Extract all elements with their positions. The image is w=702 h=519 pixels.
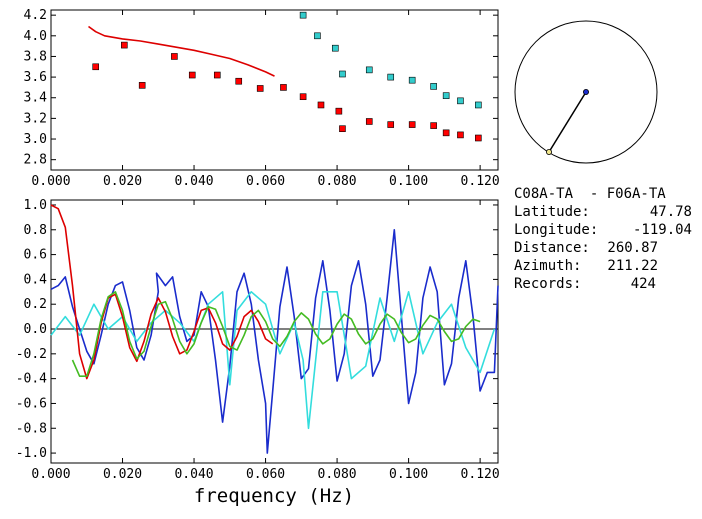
y-tick-label: 2.8 — [24, 153, 47, 168]
y-tick-label: -0.8 — [16, 421, 47, 436]
series-line-0 — [50, 229, 499, 454]
x-tick-label: 0.040 — [174, 174, 213, 189]
y-tick-label: 3.6 — [24, 70, 47, 85]
data-point-1 — [430, 83, 437, 90]
y-tick-label: 0.2 — [24, 297, 47, 312]
data-point-1 — [387, 73, 395, 81]
series-line-2 — [50, 204, 274, 380]
y-tick-label: -0.2 — [16, 347, 47, 362]
data-point-0 — [387, 121, 395, 128]
y-tick-label: 1.0 — [24, 198, 47, 213]
data-point-0 — [121, 41, 128, 49]
data-point-0 — [235, 77, 243, 85]
distance-row: Distance: 260.87 — [514, 240, 658, 256]
y-tick-label: 0.6 — [24, 248, 47, 263]
x-tick-label: 0.100 — [389, 174, 428, 189]
y-tick-label: 0.8 — [24, 223, 47, 238]
y-tick-label: 3.4 — [24, 91, 48, 106]
x-tick-label: 0.120 — [461, 467, 500, 482]
x-tick-label: 0.000 — [31, 174, 70, 189]
y-tick-label: -1.0 — [16, 446, 47, 461]
data-point-1 — [475, 101, 482, 109]
data-point-1 — [339, 70, 346, 78]
map-inset — [514, 20, 658, 164]
data-point-1 — [457, 97, 464, 105]
data-point-0 — [442, 129, 450, 137]
bottom-plot: 0.000 0.020 0.040 0.060 0.080 0.100 0.120 1.0 0.… — [16, 198, 500, 482]
data-point-1 — [314, 32, 321, 40]
data-point-0 — [317, 101, 325, 109]
data-point-0 — [408, 121, 416, 128]
data-point-1 — [442, 92, 450, 99]
data-point-0 — [430, 122, 437, 129]
data-point-0 — [280, 84, 287, 91]
data-point-0 — [339, 125, 346, 133]
y-tick-label: -0.4 — [16, 372, 47, 387]
y-tick-label: 3.8 — [24, 49, 47, 64]
station-info-panel: C08A-TA - F06A-TA Latitude: 47.78 Longitu… — [514, 185, 692, 293]
x-tick-label: 0.100 — [389, 467, 428, 482]
data-point-0 — [92, 63, 99, 71]
x-tick-label: 0.060 — [246, 467, 285, 482]
data-point-0 — [299, 93, 307, 101]
x-tick-label: 0.020 — [103, 467, 142, 482]
data-point-0 — [335, 107, 343, 115]
x-tick-label: 0.060 — [246, 174, 285, 189]
x-tick-label: 0.020 — [103, 174, 142, 189]
data-point-0 — [188, 71, 196, 79]
y-tick-label: 0.4 — [24, 272, 48, 287]
y-tick-label: 0.0 — [24, 322, 47, 337]
y-tick-label: 4.0 — [24, 29, 47, 44]
data-point-0 — [475, 134, 482, 142]
series-line-1 — [50, 290, 496, 430]
y-tick-label: 4.2 — [24, 8, 47, 23]
y-tick-label: 3.0 — [24, 132, 47, 147]
top-plot: 0.000 0.020 0.040 0.060 0.080 0.100 0.120 2.8 3.… — [24, 8, 500, 189]
data-point-0 — [138, 82, 146, 89]
data-point-1 — [365, 66, 373, 74]
y-tick-label: -0.6 — [16, 396, 47, 411]
x-tick-label: 0.080 — [318, 174, 357, 189]
data-point-1 — [408, 76, 416, 84]
bottom-plot-frame — [50, 199, 499, 464]
data-point-0 — [256, 85, 264, 92]
y-tick-label: 3.2 — [24, 111, 47, 126]
data-point-0 — [365, 118, 373, 125]
station-b-marker — [583, 89, 590, 96]
x-tick-label: 0.080 — [318, 467, 357, 482]
data-point-1 — [299, 11, 307, 19]
top-plot-frame — [50, 9, 499, 171]
series-line-3 — [71, 290, 481, 378]
series-line-2 — [88, 25, 275, 77]
azimuth-row: Azimuth: 211.22 — [514, 258, 658, 274]
x-axis-label: frequency (Hz) — [194, 485, 354, 507]
data-point-0 — [457, 131, 464, 139]
station-pair: C08A-TA - F06A-TA — [514, 186, 666, 202]
x-tick-label: 0.120 — [461, 174, 500, 189]
data-point-1 — [331, 44, 339, 52]
x-tick-label: 0.000 — [31, 467, 70, 482]
station-a-marker — [546, 148, 553, 155]
great-circle-outline — [514, 20, 658, 164]
data-point-0 — [171, 53, 178, 60]
path-line — [548, 91, 587, 153]
x-tick-label: 0.040 — [174, 467, 213, 482]
records-row: Records: 424 — [514, 276, 656, 292]
longitude-row: Longitude: -119.04 — [514, 222, 692, 238]
latitude-row: Latitude: 47.78 — [514, 204, 692, 220]
data-point-0 — [213, 71, 221, 79]
